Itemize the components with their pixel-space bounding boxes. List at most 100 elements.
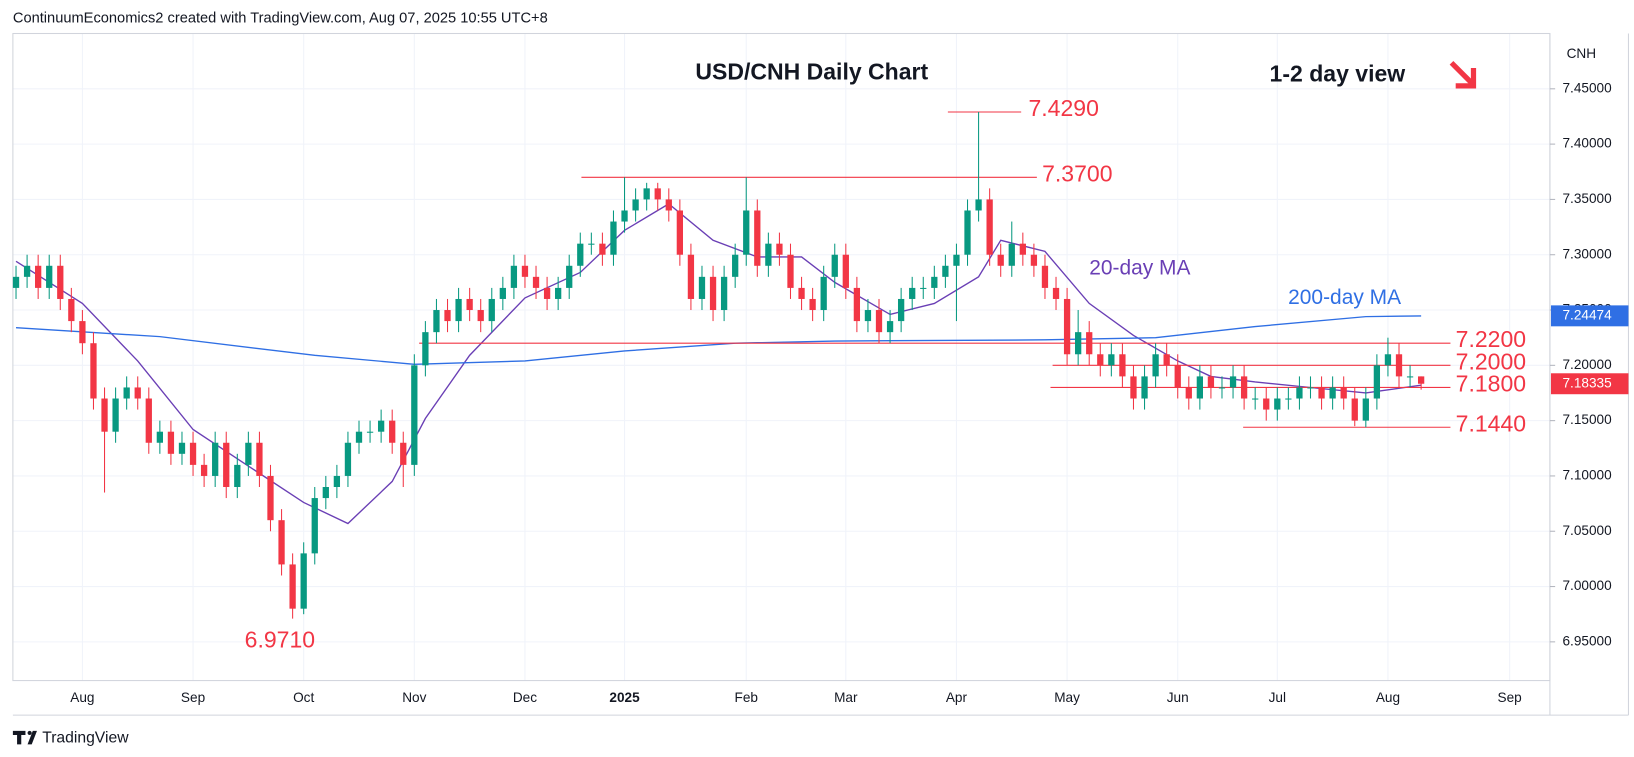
price-tag-label: 7.18335 (1562, 375, 1611, 390)
candle-body (975, 199, 982, 211)
candle-body (57, 265, 64, 299)
candle-body (1130, 376, 1137, 399)
level-label: 7.2200 (1456, 326, 1526, 352)
candle-body (411, 365, 418, 465)
candle-body (853, 287, 861, 322)
candle-body (68, 298, 75, 322)
candle-body (112, 398, 119, 432)
candle-body (1218, 387, 1226, 389)
candle-body (145, 398, 152, 443)
candle-body (875, 310, 883, 333)
candle-body (46, 265, 53, 288)
x-tick-label: Sep (1498, 690, 1522, 705)
candle-body (555, 287, 562, 299)
candle-body (1362, 398, 1369, 421)
candle-body (1406, 376, 1414, 378)
chart-title: USD/CNH Daily Chart (695, 58, 928, 84)
candle-body (1086, 332, 1093, 355)
y-tick-label: 6.95000 (1562, 633, 1612, 648)
candle-body (1329, 387, 1336, 399)
candle-body (599, 243, 606, 255)
candle-body (787, 254, 794, 288)
y-tick-label: 7.40000 (1562, 136, 1612, 151)
level-label: 7.1440 (1456, 410, 1526, 436)
candle-body (322, 487, 329, 499)
candle-body (610, 221, 617, 255)
x-tick-label: Nov (402, 690, 426, 705)
candle-body (665, 199, 672, 211)
candle-body (566, 265, 573, 288)
candle-body (997, 254, 1004, 266)
candle-body (720, 276, 728, 311)
x-tick-label: Dec (513, 690, 537, 705)
y-tick-label: 7.45000 (1562, 80, 1612, 95)
candle-body (499, 287, 506, 299)
candle-body (809, 298, 816, 311)
y-tick-label: 7.35000 (1562, 191, 1612, 206)
candle-body (1285, 398, 1292, 400)
chart-subtitle: 1-2 day view (1270, 60, 1406, 86)
candle-body (1119, 354, 1126, 377)
candle-body (134, 387, 141, 399)
candle-body (953, 254, 960, 266)
candle-body (477, 310, 484, 322)
candle-body (1417, 376, 1425, 384)
x-tick-label: Aug (1376, 690, 1400, 705)
candle-body (256, 442, 263, 476)
ma-tag-label: 7.24474 (1562, 307, 1612, 322)
x-tick-label: 2025 (609, 690, 640, 705)
candle-body (455, 298, 462, 322)
level-label: 7.3700 (1042, 160, 1112, 186)
level-label: 7.2000 (1456, 348, 1526, 374)
candle-body (1263, 398, 1270, 410)
candle-body (588, 243, 595, 245)
candle-body (444, 310, 451, 322)
candle-body (1108, 354, 1115, 366)
candle-body (743, 210, 750, 255)
candle-body (1152, 354, 1159, 377)
candle-body (897, 298, 905, 322)
candle-body (1274, 398, 1281, 410)
candle-body (1395, 354, 1403, 377)
candle-body (1318, 387, 1325, 399)
candle-body (35, 265, 42, 288)
level-label: 7.4290 (1028, 95, 1098, 121)
y-tick-label: 7.20000 (1562, 357, 1612, 372)
tradingview-logo (12, 730, 37, 745)
candle-body (709, 276, 717, 311)
candle-body (964, 210, 971, 255)
level-label: 7.1800 (1456, 370, 1526, 396)
candle-body (521, 265, 529, 277)
candle-body (466, 298, 473, 311)
candle-body (101, 398, 108, 432)
candle-body (532, 276, 540, 288)
candle-body (123, 387, 130, 399)
candle-body (223, 442, 230, 488)
candle-body (1351, 398, 1358, 421)
candle-body (986, 199, 993, 255)
candle-body (732, 254, 739, 277)
candle-body (931, 276, 938, 288)
candle-body (1196, 376, 1203, 399)
header: ContinuumEconomics2 created with Trading… (13, 11, 548, 27)
footer: TradingView (42, 729, 129, 746)
candle-body (1185, 387, 1192, 399)
candle-body (1174, 365, 1181, 388)
candle-body (389, 420, 396, 443)
candle-body (333, 475, 341, 488)
candle-body (289, 564, 296, 609)
candle-body (1030, 254, 1038, 266)
candle-body (1019, 243, 1026, 255)
candle-body (1307, 387, 1314, 389)
candle-body (864, 310, 872, 322)
candle-body (90, 343, 97, 399)
candle-body (488, 298, 495, 322)
candle-body (1384, 354, 1392, 366)
candle-body (886, 321, 894, 333)
candle-body (1340, 387, 1347, 399)
candle-body (842, 254, 849, 288)
x-tick-label: Aug (70, 690, 94, 705)
candle-body (1296, 387, 1303, 399)
down-arrow (1449, 60, 1477, 89)
